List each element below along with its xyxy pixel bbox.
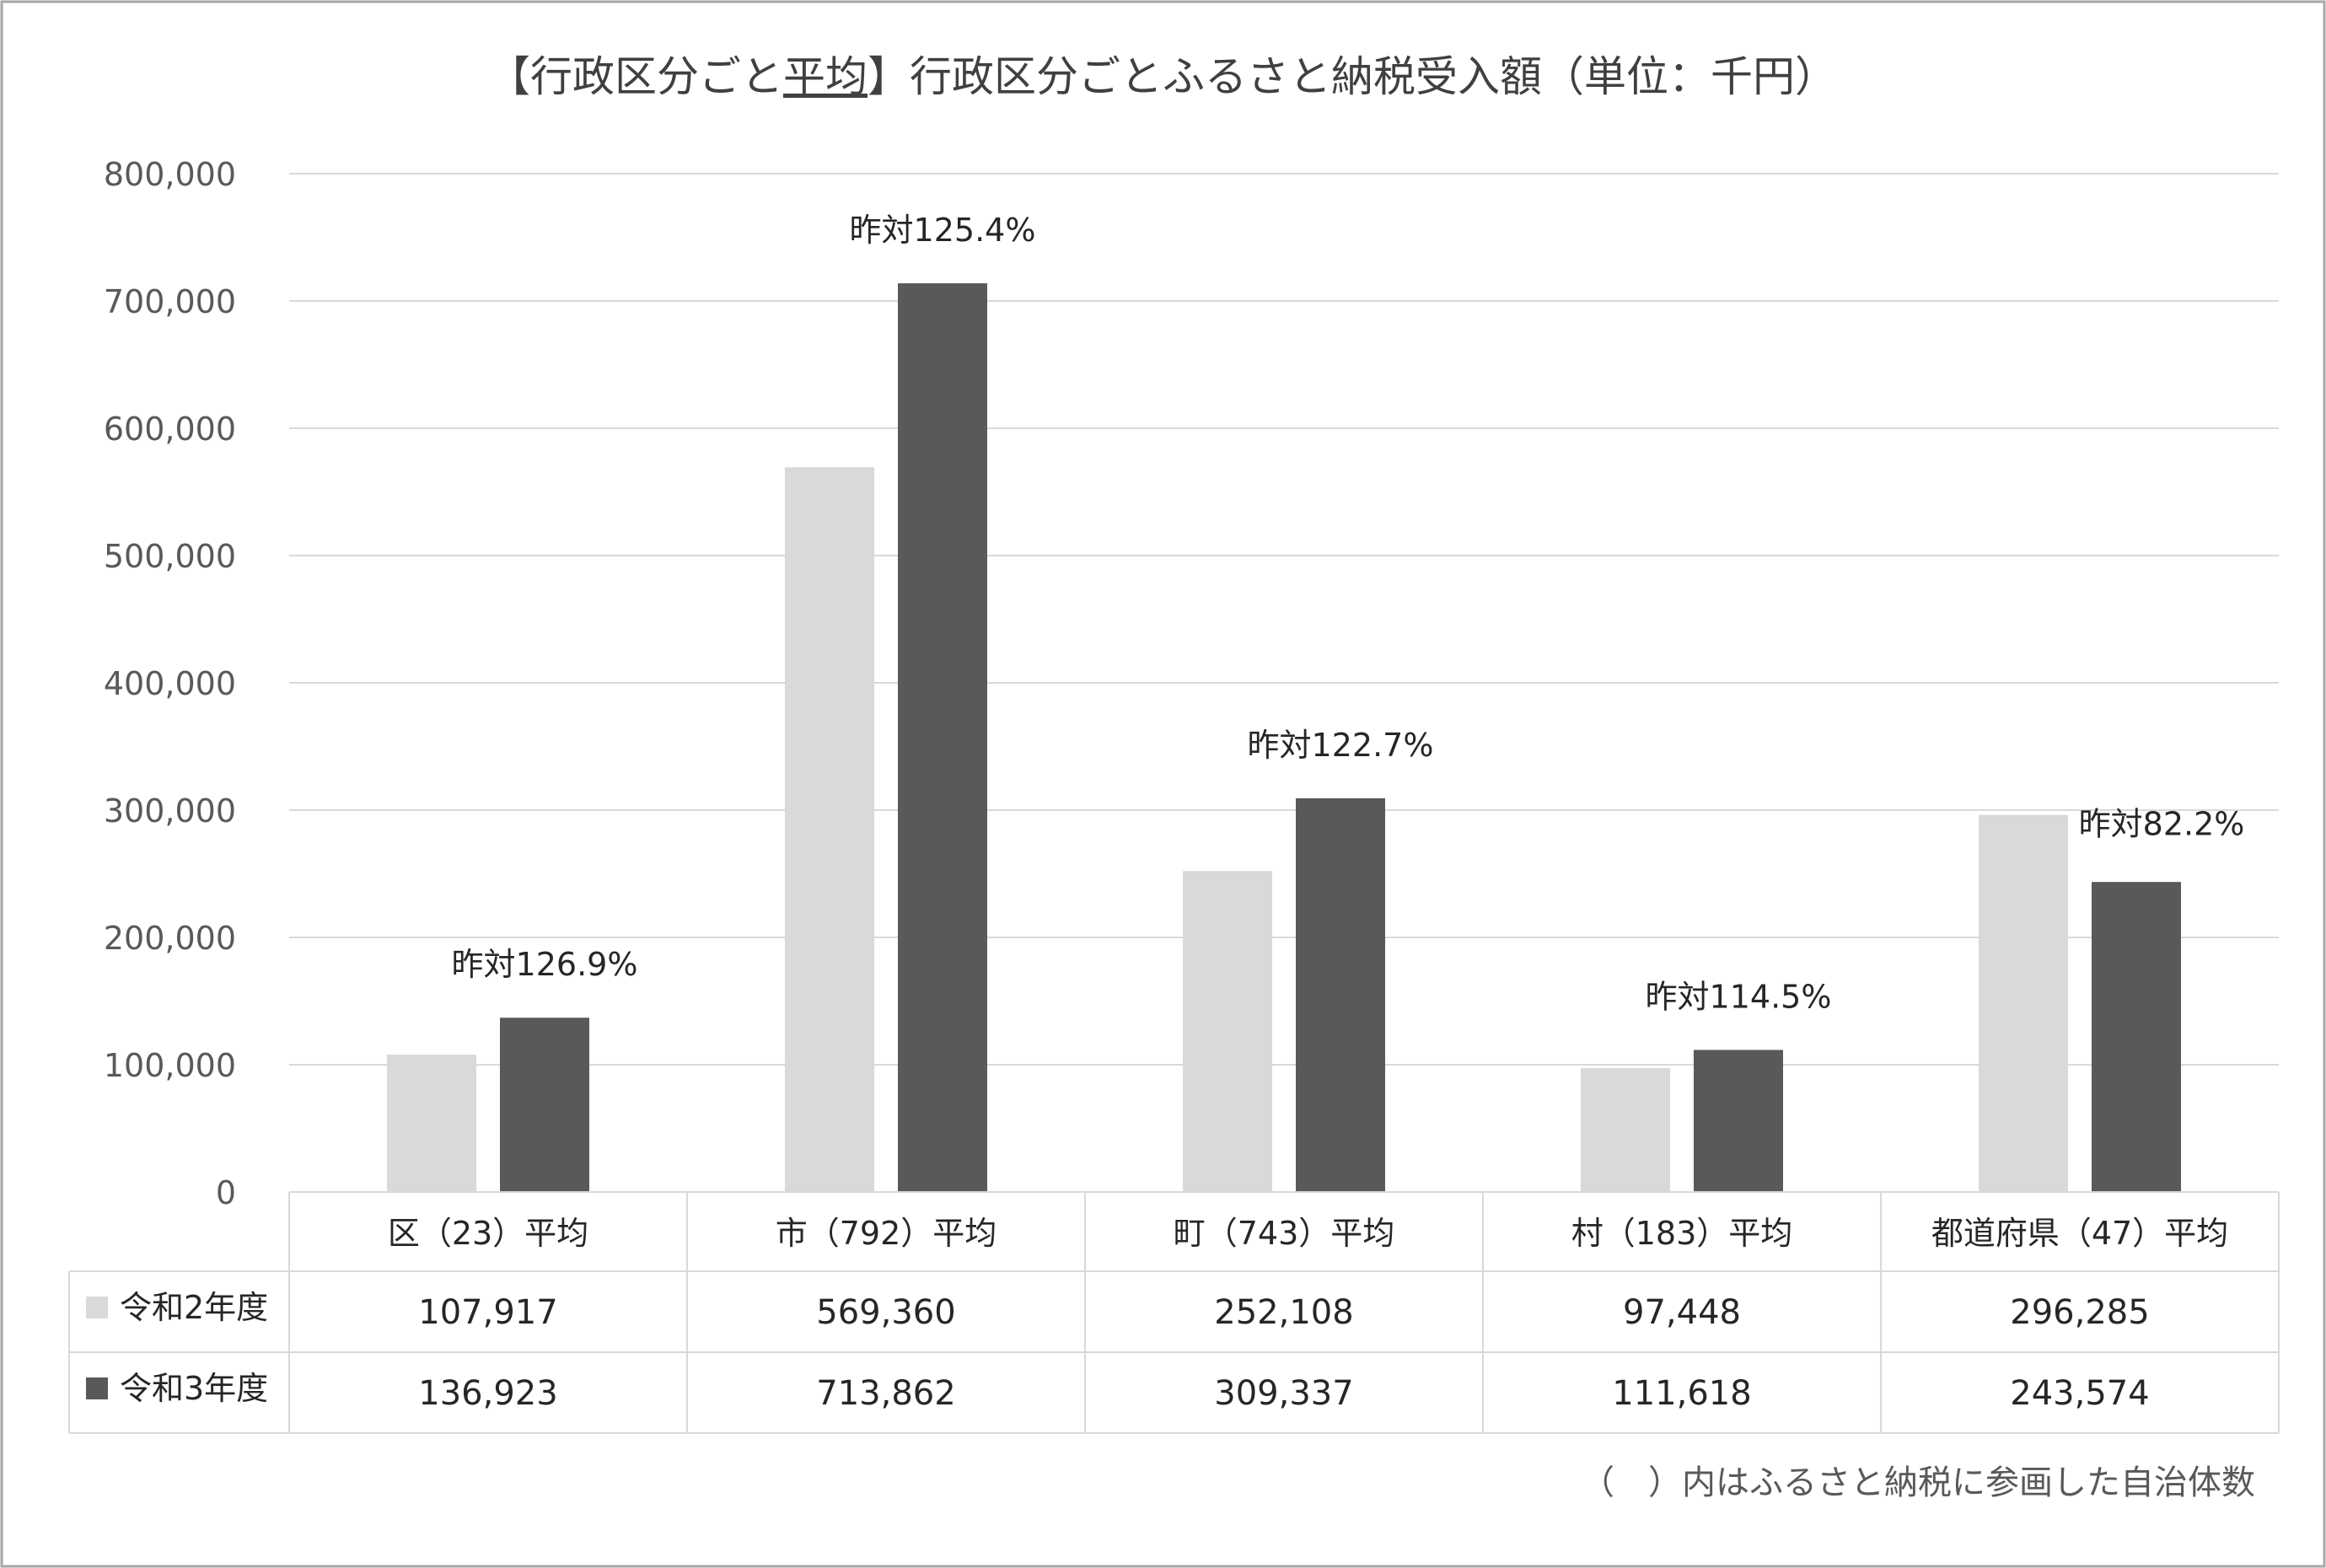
table-cell: 713,862: [816, 1374, 955, 1413]
bar-annotation: 昨対122.7%: [1248, 727, 1434, 764]
table-cell: 136,923: [418, 1374, 557, 1413]
table-cell: 111,618: [1612, 1374, 1751, 1413]
category-label: 都道府県（47）平均: [1931, 1215, 2228, 1252]
bar: [500, 1018, 589, 1192]
bar: [785, 467, 874, 1192]
table-cell: 107,917: [418, 1293, 557, 1332]
bar-annotation: 昨対114.5%: [1646, 978, 1832, 1015]
data-table: 区（23）平均 市（792）平均 町（743）平均 村（183）平均 都道府県（47）平…: [68, 1191, 2280, 1434]
chart-title: 【行政区分ごと平均】行政区分ごとふるさと納税受入額（単位：千円）: [488, 52, 1837, 101]
y-tick-label: 800,000: [104, 156, 236, 193]
y-tick-label: 100,000: [104, 1047, 236, 1084]
series-name: 令和3年度: [120, 1370, 268, 1407]
series-name: 令和2年度: [120, 1289, 268, 1326]
category-label: 市（792）平均: [776, 1215, 997, 1252]
table-cell: 309,337: [1214, 1374, 1353, 1413]
bar: [1183, 871, 1272, 1192]
bar: [1296, 797, 1385, 1192]
legend-swatch: [86, 1297, 108, 1318]
bar-annotation: 昨対82.2%: [2079, 806, 2245, 843]
y-tick-label: 500,000: [104, 538, 236, 575]
y-tick-label: 600,000: [104, 411, 236, 448]
bar: [898, 283, 987, 1193]
y-axis-ticks: 0 100,000 200,000 300,000 400,000 500,000 600,…: [104, 156, 236, 1211]
bar-annotation: 昨対125.4%: [850, 212, 1036, 249]
title-underlined: 平均: [783, 52, 868, 101]
y-tick-label: 300,000: [104, 792, 236, 830]
footnote: （ ）内はふるさと納税に参画した自治体数: [1581, 1463, 2255, 1502]
category-label: 町（743）平均: [1174, 1215, 1395, 1252]
bar-annotations: 昨対126.9% 昨対125.4% 昨対122.7% 昨対114.5% 昨対82.2%: [452, 212, 2245, 1015]
table-cell: 569,360: [816, 1293, 955, 1332]
gridlines: [289, 173, 2279, 1066]
bar: [2092, 882, 2181, 1192]
bar: [1979, 814, 2068, 1192]
y-tick-label: 400,000: [104, 665, 236, 702]
category-label: 村（183）平均: [1571, 1215, 1793, 1252]
bars: [387, 283, 2181, 1193]
bar: [1581, 1067, 1670, 1192]
category-label: 区（23）平均: [388, 1215, 588, 1252]
table-cell: 97,448: [1623, 1293, 1741, 1332]
table-cell: 252,108: [1214, 1293, 1353, 1332]
legend-swatch: [86, 1377, 108, 1399]
table-cell: 243,574: [2010, 1374, 2149, 1413]
title-prefix: 【行政区分ごと: [488, 52, 783, 101]
bar: [387, 1055, 476, 1192]
y-tick-label: 200,000: [104, 920, 236, 957]
table-cell: 296,285: [2010, 1293, 2149, 1332]
title-suffix: 】行政区分ごとふるさと納税受入額（単位：千円）: [868, 52, 1837, 101]
bar: [1694, 1050, 1783, 1192]
bar-annotation: 昨対126.9%: [452, 946, 638, 983]
y-tick-label: 700,000: [104, 283, 236, 320]
y-tick-label: 0: [216, 1174, 236, 1211]
